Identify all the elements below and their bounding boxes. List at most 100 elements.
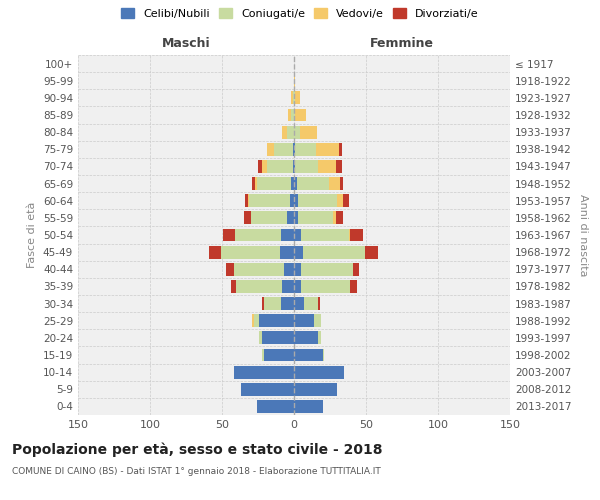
Bar	[266, 143, 274, 156]
Bar	[281, 297, 294, 310]
Bar	[338, 143, 341, 156]
Bar	[316, 143, 338, 156]
Bar	[230, 280, 236, 293]
Bar	[336, 212, 343, 224]
Bar	[235, 228, 281, 241]
Bar	[244, 212, 251, 224]
Bar	[337, 194, 343, 207]
Bar	[294, 177, 297, 190]
Bar	[294, 280, 301, 293]
Bar	[233, 366, 294, 378]
Bar	[291, 92, 293, 104]
Bar	[298, 194, 337, 207]
Bar	[350, 228, 363, 241]
Bar	[294, 246, 302, 258]
Bar	[295, 143, 316, 156]
Bar	[319, 160, 336, 173]
Bar	[294, 400, 323, 413]
Bar	[259, 314, 294, 327]
Bar	[319, 332, 322, 344]
Bar	[294, 108, 295, 122]
Bar	[301, 280, 350, 293]
Bar	[223, 228, 235, 241]
Bar	[283, 126, 287, 138]
Bar	[274, 143, 293, 156]
Bar	[251, 212, 287, 224]
Bar	[343, 194, 349, 207]
Bar	[293, 143, 294, 156]
Bar	[248, 194, 250, 207]
Bar	[294, 366, 344, 378]
Bar	[349, 228, 350, 241]
Bar	[264, 348, 294, 362]
Bar	[294, 263, 301, 276]
Bar	[293, 92, 294, 104]
Text: Femmine: Femmine	[370, 37, 434, 50]
Bar	[233, 263, 284, 276]
Bar	[291, 177, 294, 190]
Bar	[287, 212, 294, 224]
Bar	[262, 332, 294, 344]
Bar	[294, 194, 298, 207]
Y-axis label: Anni di nascita: Anni di nascita	[578, 194, 588, 276]
Text: COMUNE DI CAINO (BS) - Dati ISTAT 1° gennaio 2018 - Elaborazione TUTTITALIA.IT: COMUNE DI CAINO (BS) - Dati ISTAT 1° gen…	[12, 468, 381, 476]
Bar	[323, 348, 324, 362]
Bar	[284, 263, 294, 276]
Bar	[295, 92, 300, 104]
Bar	[283, 280, 294, 293]
Bar	[340, 177, 343, 190]
Bar	[298, 212, 333, 224]
Bar	[264, 297, 281, 310]
Bar	[209, 246, 221, 258]
Bar	[294, 212, 298, 224]
Bar	[300, 126, 317, 138]
Bar	[302, 246, 365, 258]
Text: Popolazione per età, sesso e stato civile - 2018: Popolazione per età, sesso e stato civil…	[12, 442, 383, 457]
Bar	[294, 92, 295, 104]
Bar	[254, 314, 259, 327]
Bar	[294, 160, 295, 173]
Bar	[294, 126, 300, 138]
Bar	[350, 280, 358, 293]
Bar	[226, 263, 233, 276]
Bar	[319, 297, 320, 310]
Bar	[250, 194, 290, 207]
Text: Maschi: Maschi	[161, 37, 211, 50]
Bar	[258, 160, 262, 173]
Bar	[333, 212, 336, 224]
Bar	[291, 108, 294, 122]
Bar	[255, 177, 257, 190]
Bar	[262, 297, 264, 310]
Bar	[241, 383, 294, 396]
Bar	[288, 108, 291, 122]
Bar	[301, 228, 349, 241]
Bar	[294, 332, 319, 344]
Bar	[287, 126, 294, 138]
Bar	[293, 160, 294, 173]
Bar	[290, 194, 294, 207]
Bar	[257, 177, 291, 190]
Bar	[297, 177, 329, 190]
Legend: Celibi/Nubili, Coniugati/e, Vedovi/e, Divorziati/e: Celibi/Nubili, Coniugati/e, Vedovi/e, Di…	[119, 6, 481, 21]
Bar	[294, 143, 295, 156]
Bar	[336, 160, 341, 173]
Bar	[294, 383, 337, 396]
Bar	[294, 74, 295, 87]
Bar	[236, 280, 283, 293]
Bar	[295, 160, 319, 173]
Bar	[262, 348, 264, 362]
Bar	[294, 348, 323, 362]
Bar	[301, 263, 353, 276]
Bar	[252, 314, 254, 327]
Bar	[353, 263, 359, 276]
Bar	[262, 160, 266, 173]
Bar	[294, 228, 301, 241]
Bar	[245, 194, 248, 207]
Bar	[329, 177, 340, 190]
Bar	[221, 246, 280, 258]
Bar	[259, 332, 262, 344]
Bar	[295, 108, 305, 122]
Bar	[294, 314, 314, 327]
Bar	[281, 228, 294, 241]
Bar	[257, 400, 294, 413]
